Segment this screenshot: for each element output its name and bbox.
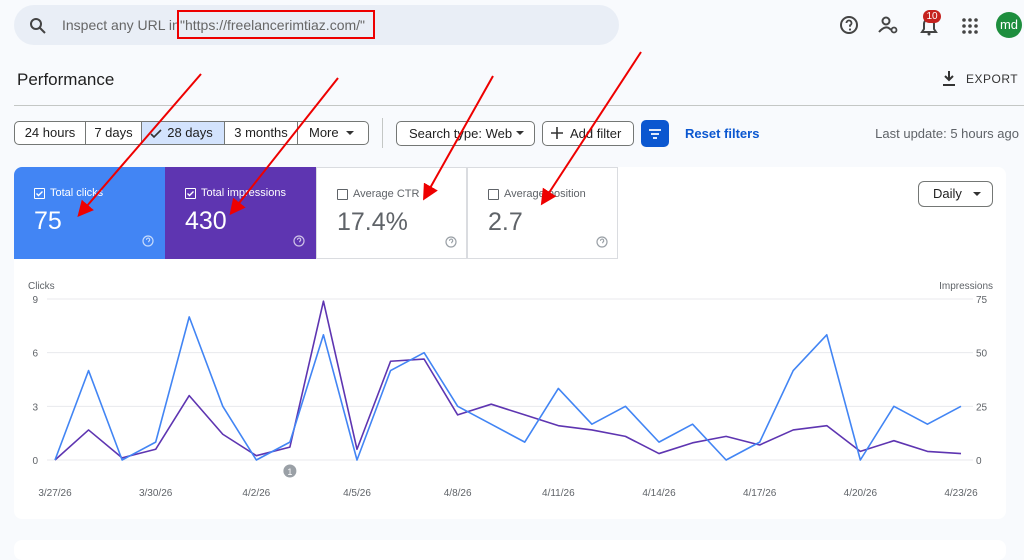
search-property: "https://freelancerimtiaz.com/" <box>180 17 366 33</box>
help-mark <box>448 238 454 244</box>
x-tick-label: 4/11/26 <box>542 488 575 499</box>
help-icon <box>596 236 608 248</box>
y-axis-label: Clicks <box>28 281 55 292</box>
x-tick-label: 4/2/26 <box>242 488 270 499</box>
last-update: Last update: 5 hours ago <box>875 126 1019 141</box>
help-icon <box>293 235 305 247</box>
metric-label: Average CTR <box>353 188 420 200</box>
x-tick-label: 4/5/26 <box>343 488 371 499</box>
metric-value: 17.4% <box>337 208 408 236</box>
range-label: 24 hours <box>24 125 76 140</box>
check-icon <box>36 191 43 197</box>
caret <box>973 192 981 196</box>
help-icon <box>142 235 154 247</box>
help-ring <box>445 236 457 248</box>
help-ring <box>293 235 305 247</box>
x-tick-label: 4/20/26 <box>844 488 878 499</box>
y2-tick-label: 25 <box>976 402 988 413</box>
y2-tick-label: 0 <box>976 456 982 467</box>
x-tick-label: 4/8/26 <box>444 488 472 499</box>
avatar[interactable]: md <box>996 12 1022 38</box>
x-tick-label: 4/17/26 <box>743 488 777 499</box>
granularity-button[interactable]: Daily <box>918 181 993 207</box>
y2-tick-label: 75 <box>976 295 988 306</box>
y-tick-label: 9 <box>32 295 38 306</box>
y2-axis-label: Impressions <box>939 281 993 292</box>
y-tick-label: 0 <box>32 456 38 467</box>
y-tick-label: 6 <box>32 349 38 360</box>
filter-icon[interactable] <box>641 120 669 147</box>
metric-value: 75 <box>34 207 62 235</box>
admin-icon[interactable] <box>877 14 901 38</box>
notification-badge: 10 <box>923 10 941 23</box>
chart: 0 3 6 9 0 25 50 75 Clicks Impressions 3/27/26 3/30/… <box>28 281 993 499</box>
apps-icon[interactable] <box>961 17 979 35</box>
y2-tick-label: 50 <box>976 349 988 360</box>
help-ring <box>142 235 154 247</box>
reset-filters[interactable]: Reset filters <box>685 126 760 141</box>
series-line <box>54 316 962 461</box>
help-mark <box>296 237 302 243</box>
help-mark <box>145 237 151 243</box>
checkbox <box>34 188 45 199</box>
x-tick-label: 3/27/26 <box>38 488 72 499</box>
help-mark <box>599 238 605 244</box>
metric-value: 2.7 <box>488 208 523 236</box>
export-button[interactable]: EXPORT <box>966 72 1019 86</box>
divider <box>14 105 1024 106</box>
series-line <box>54 300 962 461</box>
range-button[interactable]: 24 hours <box>14 121 86 145</box>
search-prefix: Inspect any URL in <box>62 17 180 33</box>
x-tick-label: 4/14/26 <box>642 488 676 499</box>
page: Inspect any URL in "https://freelancerim… <box>14 5 1024 499</box>
y-tick-label: 3 <box>32 402 38 413</box>
help-icon[interactable] <box>838 14 862 38</box>
highlight-box <box>177 10 375 39</box>
separator <box>382 118 383 148</box>
annotation-marker <box>283 464 297 478</box>
help-ring <box>596 236 608 248</box>
export-icon <box>943 71 955 86</box>
help-icon <box>445 236 457 248</box>
check <box>36 191 43 197</box>
caret <box>516 131 524 135</box>
annotation-label: 1 <box>287 467 292 477</box>
caret <box>346 131 354 135</box>
x-tick-label: 4/23/26 <box>944 488 978 499</box>
granularity: Daily <box>933 186 962 201</box>
x-tick-label: 3/30/26 <box>139 488 173 499</box>
search-icon <box>30 18 46 34</box>
